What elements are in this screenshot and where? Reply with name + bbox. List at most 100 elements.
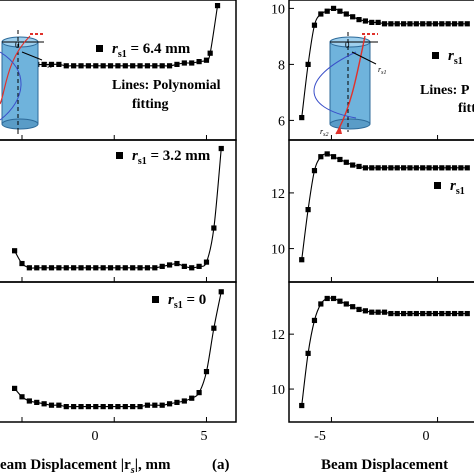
left-top-point-19 <box>152 63 158 69</box>
right-top-point-3 <box>318 11 324 17</box>
left-bottom-point-27 <box>211 325 217 331</box>
left-bottom-point-28 <box>218 289 224 295</box>
left-middle-point-14 <box>115 265 121 271</box>
left-bottom-point-3 <box>34 399 40 405</box>
left-middle-point-22 <box>174 260 180 267</box>
inset-left: 0 rs1 <box>0 30 52 134</box>
left-top-point-7 <box>63 63 69 69</box>
right-bottom-point-21 <box>432 310 439 317</box>
left-top-legend-text: rs1 = 6.4 mm <box>112 41 191 60</box>
right-middle-point-25 <box>458 165 464 171</box>
left-top-point-27 <box>207 50 213 56</box>
left-middle-point-16 <box>130 265 136 271</box>
right-middle-frame <box>288 139 474 283</box>
left-bottom-point-6 <box>56 402 62 408</box>
right-top-ytick-label-1: 8 <box>278 58 285 73</box>
left-top-point-6 <box>56 61 62 67</box>
right-top-point-6 <box>337 8 343 14</box>
right-middle-point-0 <box>299 257 305 263</box>
inset-right: 0 rs1 rs2 <box>313 32 386 138</box>
inset-right-rs1-pointer <box>351 51 377 65</box>
left-xlabel-end: |, mm <box>135 457 171 473</box>
left-middle-point-20 <box>159 263 165 269</box>
right-bottom-point-11 <box>369 309 375 315</box>
right-bottom-point-20 <box>426 310 432 317</box>
right-top-legend-marker <box>432 52 439 59</box>
left-top-point-17 <box>137 63 143 69</box>
left-middle-point-0 <box>12 248 18 254</box>
right-top-point-8 <box>350 14 356 20</box>
right-top-ytick-label-0: 6 <box>278 114 285 129</box>
left-bottom-point-7 <box>63 404 69 410</box>
left-top-point-21 <box>166 63 173 69</box>
right-top-point-24 <box>451 21 458 27</box>
left-bottom-point-18 <box>144 402 151 408</box>
left-middle-legend-marker <box>116 152 123 159</box>
left-middle-legend-text: rs1 = 3.2 mm <box>132 148 211 167</box>
left-top-point-22 <box>174 61 180 67</box>
right-bottom-point-6 <box>337 298 343 304</box>
left-top-point-8 <box>71 63 77 69</box>
right-bottom-point-10 <box>362 308 368 314</box>
left-top-point-20 <box>159 63 165 69</box>
left-xlabel-sub: s <box>130 465 135 474</box>
left-xlabel: eam Displacement |rs|, mm <box>0 457 171 474</box>
left-bottom-point-0 <box>12 385 18 391</box>
left-xlabel-main: eam Displacement |r <box>0 457 131 473</box>
left-top-point-28 <box>214 3 221 9</box>
left-bottom-point-22 <box>174 399 180 405</box>
right-bottom-point-26 <box>464 310 470 317</box>
left-middle-fit-line <box>14 148 222 269</box>
right-top-point-18 <box>413 21 419 27</box>
left-top-point-10 <box>85 63 92 69</box>
left-bottom-point-11 <box>93 404 99 410</box>
right-middle-point-12 <box>375 165 381 171</box>
left-bottom-point-14 <box>115 404 121 410</box>
panel-label-a: (a) <box>212 457 230 473</box>
left-top-point-14 <box>115 63 121 69</box>
right-bottom-ytick-label-0: 10 <box>271 383 285 398</box>
right-xlabel: Beam Displacement <box>321 457 448 473</box>
left-top-point-16 <box>130 63 136 69</box>
right-top-point-14 <box>388 21 394 27</box>
left-bottom-legend-marker <box>152 296 159 303</box>
right-top-point-1 <box>305 61 311 67</box>
right-bottom-point-12 <box>375 309 381 315</box>
right-top-ytick-label-2: 10 <box>271 2 285 17</box>
right-middle-point-7 <box>343 159 349 165</box>
inset-right-cylinder <box>329 41 371 125</box>
left-bottom-point-23 <box>181 398 187 404</box>
inset-left-blue-curve <box>0 51 22 121</box>
right-middle-point-14 <box>388 165 394 171</box>
right-bottom-point-25 <box>458 310 464 317</box>
left-middle-point-13 <box>107 265 114 271</box>
right-top-point-21 <box>432 21 439 27</box>
left-bottom-point-21 <box>166 401 173 407</box>
right-middle-point-4 <box>324 151 330 157</box>
right-bottom-point-5 <box>330 295 337 302</box>
left-middle-point-1 <box>19 260 25 267</box>
inset-left-rs1: rs1 <box>44 59 52 70</box>
right-bottom-frame <box>288 281 474 423</box>
left-top-point-12 <box>100 63 106 69</box>
right-top-point-12 <box>375 19 381 25</box>
right-middle-legend-text: rs1 <box>450 178 465 197</box>
inset-left-zero: 0 <box>15 40 20 50</box>
left-bottom-point-25 <box>196 390 202 396</box>
left-bottom-point-26 <box>203 369 210 375</box>
left-top-point-9 <box>78 63 84 69</box>
right-middle-point-15 <box>394 165 400 171</box>
right-xtick-0: 0 <box>423 429 430 444</box>
right-middle-point-18 <box>413 165 419 171</box>
left-middle-point-17 <box>137 265 143 271</box>
right-middle-point-19 <box>420 165 426 171</box>
left-bottom-point-16 <box>130 404 136 410</box>
right-bottom-point-23 <box>445 310 451 317</box>
right-bottom-point-19 <box>420 310 426 317</box>
left-top-point-11 <box>93 63 99 69</box>
left-middle-point-28 <box>218 145 224 152</box>
left-bottom-point-19 <box>152 402 158 408</box>
left-top-point-18 <box>144 63 151 69</box>
right-bottom-point-9 <box>356 306 362 313</box>
